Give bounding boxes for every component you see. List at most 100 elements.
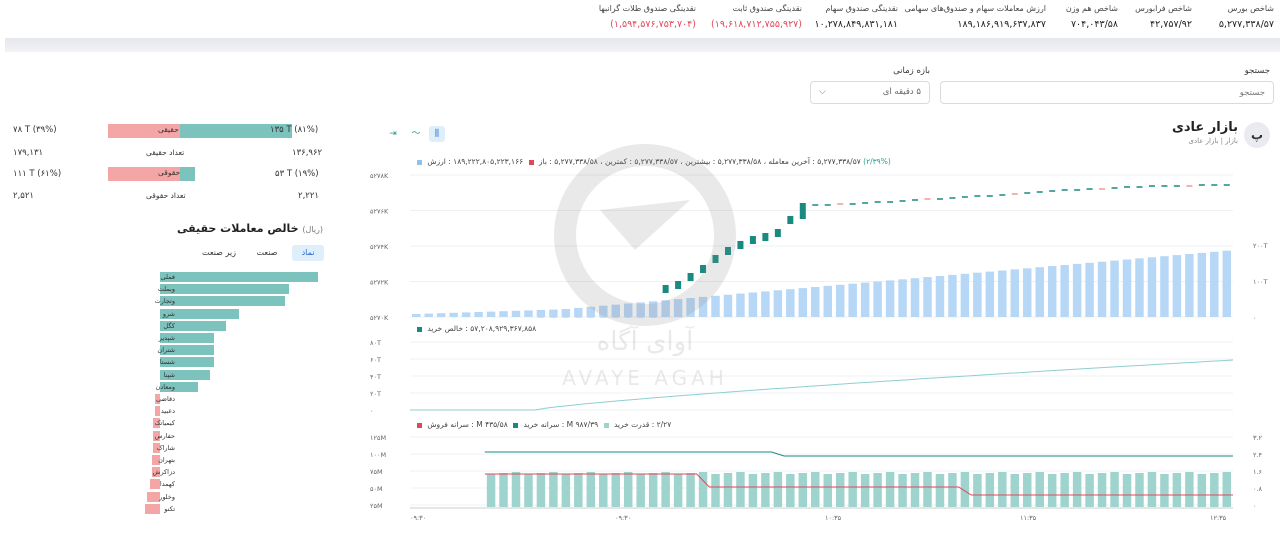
real-sell-value: ۷۸ T (۳۹%) <box>13 125 57 135</box>
candle <box>575 316 582 318</box>
y2-tick-label: ۲.۴ <box>1253 451 1263 459</box>
net-bar <box>160 308 240 319</box>
ohlc-text: ۵,۲۷۷,۳۳۸/۵۷ : آخرین معامله ، ۵,۲۷۷,۳۳۸/… <box>538 157 861 166</box>
stat-value: (۱,۵۹۴,۵۷۶,۷۵۳,۷۰۴) <box>610 19 696 30</box>
candle <box>587 316 594 318</box>
stat-equal-weight-index: شاخص هم وزن ۷۰۴,۰۴۳/۵۸ <box>1066 4 1118 30</box>
power-bar <box>1035 472 1044 507</box>
y2-tick-label: ۱۰۰T <box>1253 278 1267 286</box>
net-bar-label: وبملت <box>157 285 175 294</box>
value-bar <box>636 302 645 317</box>
candle <box>974 195 981 197</box>
candle <box>662 285 669 293</box>
candle <box>849 203 856 205</box>
period-select[interactable]: ۵ دقیقه ای ⌵ <box>810 81 930 104</box>
candle <box>812 204 819 206</box>
search-input[interactable] <box>940 81 1274 104</box>
tab-symbol[interactable]: نماد <box>292 245 324 261</box>
value-bar <box>499 311 508 317</box>
x-tick-label: ۱۱:۳۵ <box>1020 514 1037 522</box>
candle <box>887 201 894 203</box>
power-bar <box>948 473 957 507</box>
value-bar <box>823 285 832 317</box>
real-buy-count: ۱۳۶,۹۶۲ <box>292 148 323 158</box>
candle <box>1036 191 1043 193</box>
value-bar <box>1110 260 1119 317</box>
stat-equity-fund-liquidity: نقدینگی صندوق سهام ۱۰,۲۷۸,۸۴۹,۸۳۱,۱۸۱ <box>814 4 898 30</box>
value-bar <box>1160 256 1169 317</box>
net-bar-label: کیمیاتک <box>154 419 175 428</box>
candle-chart-toggle[interactable]: ⫼ <box>429 126 445 142</box>
value-bar <box>960 273 970 317</box>
value-bar <box>1122 259 1132 317</box>
candle <box>1161 185 1168 187</box>
period-value: ۵ دقیقه ای <box>882 87 921 97</box>
tab-sub-industry[interactable]: زیر صنعت <box>202 248 236 257</box>
buy-per-line <box>484 451 1233 457</box>
buy-per-text: ۹۸۷/۳۹ M : سرانه خرید <box>523 420 599 429</box>
power-bar <box>1085 474 1094 507</box>
chevron-down-icon: ⌵ <box>819 87 826 97</box>
net-buy-text: ۵۷,۲۰۸,۹۲۹,۳۶۷,۸۵۸ : خالص خرید <box>427 324 537 333</box>
net-bar-label: شاراک <box>156 443 175 452</box>
y-tick-label: ۵۲۷۲K <box>370 279 389 287</box>
value-bar <box>474 312 483 317</box>
value-bar <box>1010 269 1020 317</box>
net-bar-label: شپنا <box>163 370 175 379</box>
value-bar <box>1197 252 1207 317</box>
export-button[interactable]: ⇥ <box>385 126 401 142</box>
value-bar <box>536 310 546 317</box>
power-bar <box>574 473 583 507</box>
x-tick-label: ۰۹:۳۰ <box>410 514 426 522</box>
value-bar <box>623 303 633 317</box>
net-title-text: خالص معاملات حقیقی <box>176 222 299 235</box>
power-bar <box>711 474 720 507</box>
stat-label: نقدینگی صندوق ثابت <box>732 4 802 13</box>
net-bar <box>160 320 226 331</box>
stat-value: ۵,۲۷۷,۳۳۸/۵۷ <box>1218 19 1274 30</box>
net-bar-label: دقاضی <box>156 395 175 403</box>
net-bar <box>153 418 160 429</box>
value-bar <box>561 309 571 317</box>
line-chart-toggle[interactable]: 〜 <box>408 126 424 142</box>
y-tick-label: ۲۰T <box>370 390 381 398</box>
value-bar <box>1023 268 1032 317</box>
x-tick-label: ۰۹:۳۰ <box>615 514 631 522</box>
value-bar <box>711 295 720 317</box>
candle <box>799 203 806 219</box>
y-tick-label: ۱۰۰M <box>370 451 386 459</box>
candle <box>899 200 906 202</box>
value-bar <box>673 299 683 317</box>
value-bar <box>412 314 421 317</box>
candle <box>1148 185 1155 187</box>
candle <box>625 316 632 318</box>
value-bar <box>748 292 758 317</box>
tab-industry[interactable]: صنعت <box>256 248 278 257</box>
stat-value: ۴۲,۷۵۷/۹۲ <box>1150 19 1192 30</box>
net-bar <box>153 430 160 441</box>
candle <box>700 265 707 273</box>
value-bar <box>611 304 620 317</box>
market-charts[interactable]: ۵۲۷۸K ۵۲۷۶K ۵۲۷۴K ۵۲۷۲K ۵۲۷۰K ۲۰۰T ۱۰۰T ۰ ۸۰T ۶۰T… <box>365 165 1280 525</box>
value-bar <box>923 277 932 317</box>
stat-bourse-index: شاخص بورس ۵,۲۷۷,۳۳۸/۵۷ <box>1219 4 1274 30</box>
power-bar <box>611 473 620 507</box>
legal-sell-bar <box>108 167 180 181</box>
power-bar <box>698 472 708 507</box>
period-label: بازه زمانی <box>893 66 930 76</box>
power-bar <box>723 473 733 507</box>
net-bar-label: کگل <box>163 321 175 330</box>
power-bar <box>973 474 982 507</box>
value-bar <box>736 293 745 317</box>
power-bar <box>686 473 695 507</box>
power-bar <box>1185 472 1194 507</box>
power-bar <box>499 473 508 507</box>
power-bar <box>773 472 783 507</box>
value-bar <box>811 287 820 317</box>
stat-trade-value: ارزش معاملات سهام و صندوق‌های سهامی ۱۸۹,… <box>905 4 1046 30</box>
candle <box>562 316 569 318</box>
power-bar <box>935 474 945 507</box>
power-bar <box>786 474 795 507</box>
value-bar <box>1035 267 1044 317</box>
value-bar <box>786 289 795 317</box>
